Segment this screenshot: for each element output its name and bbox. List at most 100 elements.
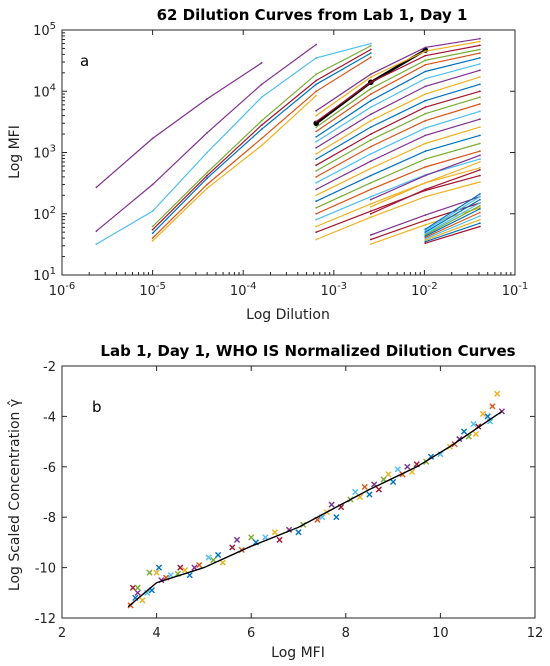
curve-3-point: [151, 210, 154, 213]
curve-32-point: [479, 181, 481, 183]
curve-25-point: [479, 126, 481, 128]
curve-3-point: [315, 57, 318, 59]
dilution-curve-39: [424, 193, 481, 230]
curve-16-point: [424, 77, 427, 80]
dilution-curve-3: [96, 43, 371, 245]
curve-35-point: [424, 188, 427, 191]
curve-15-point: [369, 99, 372, 102]
curve-29-point: [479, 158, 481, 161]
curve-17-point: [315, 146, 318, 149]
dilution-curve-40: [424, 196, 481, 232]
curve-20-point: [424, 106, 427, 109]
data-point-marker: [134, 589, 141, 596]
data-point-marker: [479, 410, 487, 417]
curve-21-point: [479, 96, 481, 99]
data-point-marker: [139, 597, 146, 604]
curve-24-point: [479, 118, 481, 121]
curve-29-point: [369, 195, 372, 198]
curve-31-point: [315, 231, 318, 234]
curve-5-point: [369, 48, 372, 51]
curve-14-point: [479, 52, 481, 54]
panel-b-x-ticks: 2 4 6 8 10 12: [58, 366, 543, 641]
curve-4-point: [315, 73, 318, 76]
curve-3-point: [260, 96, 263, 99]
curve-13-point: [479, 48, 481, 51]
curve-9-point: [313, 120, 320, 127]
curve-7-point: [206, 183, 209, 186]
panel-b-axes-frame: [61, 365, 536, 619]
curve-4-point: [369, 45, 372, 47]
dilution-curve-12: [315, 44, 481, 123]
y-tick-label: 105: [33, 21, 56, 39]
curve-37-point: [369, 238, 372, 241]
data-point-marker: [470, 420, 477, 428]
curve-34-point: [479, 161, 481, 163]
curve-16-point: [315, 140, 318, 143]
curve-32-point: [424, 195, 427, 198]
dilution-curve-49: [425, 225, 481, 244]
curve-22-point: [479, 103, 481, 105]
data-point-marker: [181, 567, 189, 574]
normalized-fit-line: [127, 410, 503, 608]
curve-44-point: [479, 208, 481, 210]
dilution-curve-25: [315, 126, 481, 196]
panel-b-points-group: [127, 390, 505, 609]
y-tick-label: -10: [35, 562, 56, 577]
curve-7-point: [151, 237, 154, 240]
curve-1-point: [260, 62, 263, 64]
curve-26-point: [424, 150, 427, 153]
x-tick-label: 6: [247, 626, 255, 641]
curve-13-point: [424, 59, 427, 62]
data-point-marker: [271, 529, 278, 536]
x-tick-label: 4: [152, 626, 160, 641]
x-tick-label: 10-1: [502, 281, 529, 299]
curve-14-point: [315, 130, 318, 133]
curve-2-point: [315, 43, 318, 46]
curve-21-point: [315, 170, 318, 172]
data-point-marker: [361, 483, 368, 491]
curve-16-point: [479, 63, 481, 65]
curve-48-point: [479, 222, 481, 225]
data-point-marker: [276, 536, 283, 543]
curve-22-point: [424, 119, 427, 122]
curve-32-point: [315, 238, 318, 241]
curve-41-point: [424, 231, 427, 234]
curve-5-point: [151, 228, 154, 231]
panel-a-series-group: [95, 37, 481, 246]
dilution-curve-32: [315, 181, 481, 241]
curve-46-point: [424, 237, 427, 240]
curve-28-point: [315, 212, 318, 215]
curve-25-point: [369, 167, 372, 170]
curve-37-point: [424, 219, 427, 222]
curve-39-point: [479, 193, 481, 195]
panel-a-x-axis-label: Log Dilution: [246, 307, 330, 323]
curve-26-point: [479, 134, 481, 137]
curve-2-point: [206, 131, 209, 134]
dilution-curve-19: [315, 83, 481, 160]
curve-4-point: [151, 225, 154, 228]
data-point-marker: [437, 451, 444, 458]
dilution-curve-30: [315, 167, 481, 228]
curve-18-point: [424, 93, 427, 95]
curve-28-point: [424, 166, 427, 168]
curve-47-point: [479, 218, 481, 221]
dilution-curve-43: [425, 205, 481, 236]
curve-30-point: [315, 225, 318, 228]
curve-15-point: [424, 70, 427, 73]
curve-13-point: [369, 87, 372, 90]
curve-1-point: [151, 137, 154, 140]
y-tick-label: -6: [43, 461, 56, 476]
panel-b-x-axis-label: Log MFI: [271, 645, 325, 661]
dilution-curve-45: [425, 211, 481, 239]
curve-34-point: [369, 205, 372, 208]
dilution-curve-42: [425, 202, 481, 235]
dilution-curve-28: [315, 150, 481, 215]
curve-34-point: [424, 181, 427, 184]
dilution-curve-22: [315, 103, 481, 178]
curve-42-point: [479, 202, 481, 204]
curve-26-point: [369, 174, 372, 177]
x-tick-label: 10-2: [411, 281, 438, 299]
curve-10-point: [315, 109, 318, 112]
x-tick-label: 12: [527, 626, 544, 641]
dilution-curve-1: [96, 62, 263, 188]
